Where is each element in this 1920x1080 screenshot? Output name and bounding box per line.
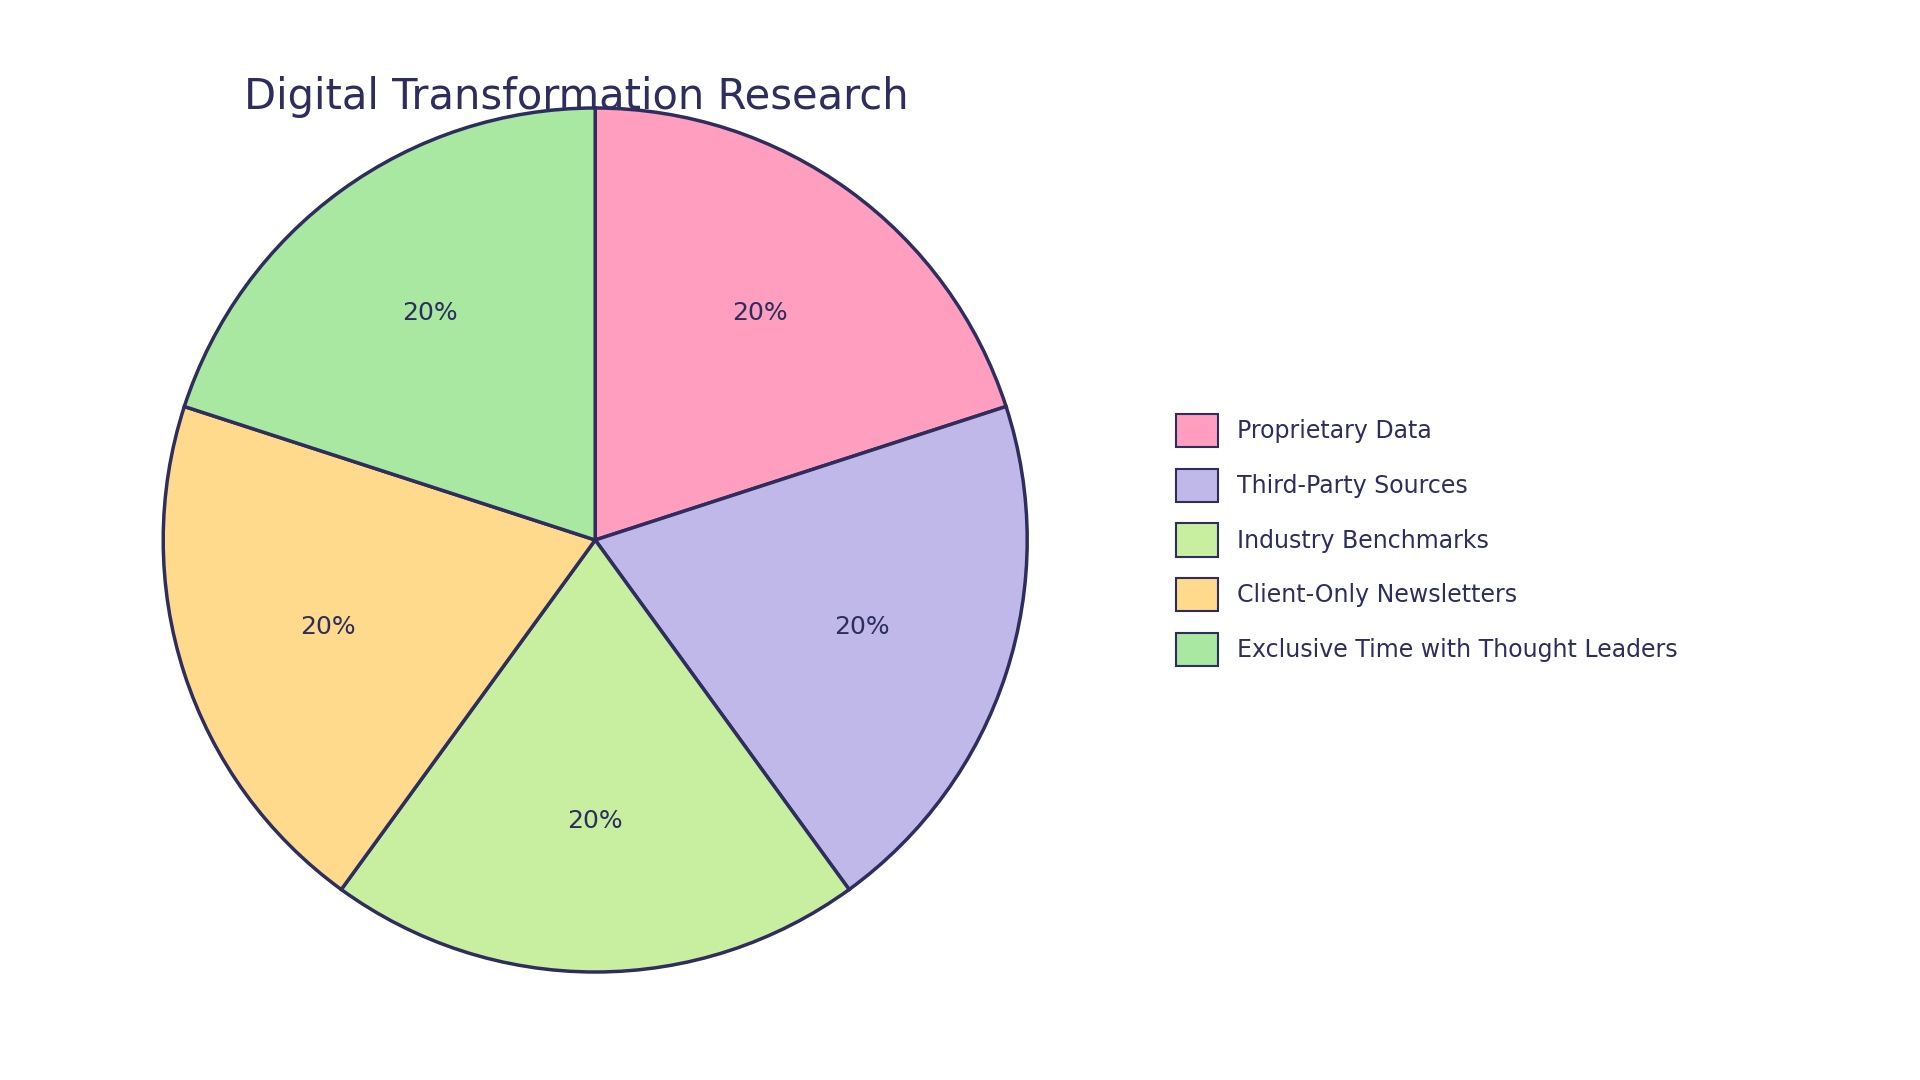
Text: 20%: 20%: [835, 615, 891, 638]
Text: Digital Transformation Research: Digital Transformation Research: [244, 76, 908, 118]
Wedge shape: [342, 540, 849, 972]
Wedge shape: [595, 406, 1027, 890]
Text: 20%: 20%: [732, 301, 787, 325]
Text: 20%: 20%: [300, 615, 355, 638]
Legend: Proprietary Data, Third-Party Sources, Industry Benchmarks, Client-Only Newslett: Proprietary Data, Third-Party Sources, I…: [1164, 402, 1690, 678]
Wedge shape: [595, 108, 1006, 540]
Wedge shape: [163, 406, 595, 890]
Text: 20%: 20%: [568, 809, 622, 833]
Wedge shape: [184, 108, 595, 540]
Text: 20%: 20%: [403, 301, 459, 325]
